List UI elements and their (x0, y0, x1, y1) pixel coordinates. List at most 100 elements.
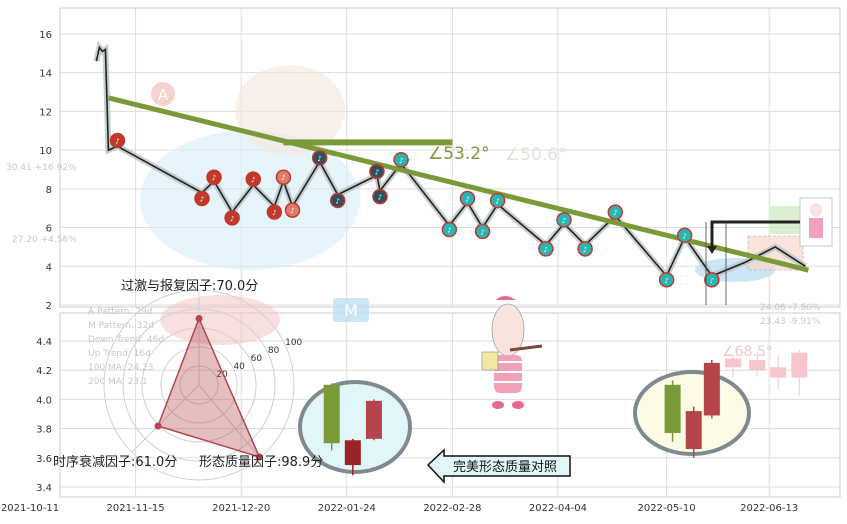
pivot-marker-note-icon: ♪ (200, 196, 204, 204)
pivot-marker-note-icon: ♪ (480, 228, 484, 236)
pivot-marker (311, 150, 328, 166)
radar-vertex (154, 422, 162, 430)
faded-legend-item: Up Trend: 16d (88, 349, 151, 359)
pivot-marker (393, 152, 409, 168)
radar-ring-label: 40 (233, 362, 245, 372)
pivot-marker (245, 171, 262, 187)
pivot-marker (676, 227, 693, 244)
price-line (95, 45, 806, 278)
pivot-marker-note-icon: ♪ (447, 226, 451, 234)
letter-m-watermark: M (344, 301, 358, 320)
x-tick-label: 2022-04-04 (529, 503, 587, 514)
x-tick-label: 2021-10-11 (1, 503, 59, 514)
faded-price-label: 23.43 -9.91% (760, 317, 821, 327)
price-y-tick-label: 8 (46, 185, 52, 196)
axis-layer: 2021-10-11 2021-11-15 2021-12-20 2022-01-24… (1, 30, 798, 514)
letter-m-badge (333, 298, 369, 322)
pivot-marker-note-icon: ♪ (272, 209, 276, 217)
pivot-marker-note-icon: ♪ (495, 197, 499, 205)
pivot-marker-note-icon: ♪ (251, 176, 255, 184)
price-panel-frame (59, 7, 841, 308)
faded-legend-item: Down Trend: 46d (88, 335, 164, 345)
faded-candle-body (770, 367, 787, 378)
pivot-marker-note-icon: ♪ (230, 215, 234, 223)
radar-vertex (195, 315, 203, 322)
faded-candle-body (724, 358, 741, 368)
candle-body (365, 400, 382, 439)
faded-legend-item: A Pattern: 29d (88, 307, 152, 317)
radar-ring-label: 100 (285, 338, 302, 348)
mascot-watermark-head (235, 65, 345, 155)
radar-ring-label: 80 (268, 346, 280, 356)
pivot-marker (109, 132, 126, 149)
candle-body (664, 384, 681, 433)
price-y-tick-label: 6 (46, 224, 52, 235)
highlight-green-box (770, 206, 802, 234)
price-y-tick-label: 10 (39, 146, 52, 157)
radar-ring-label: 20 (216, 370, 228, 380)
candle-body (703, 362, 720, 416)
pivot-marker-note-icon: ♪ (465, 196, 469, 204)
pivot-marker (459, 190, 476, 207)
letter-a-badge (151, 82, 175, 106)
comparison-y-tick-label: 3.4 (36, 483, 52, 494)
pivot-marker-note-icon: ♪ (613, 209, 617, 217)
pivot-marker (474, 223, 491, 240)
pivot-marker (266, 204, 283, 220)
pivot-marker-note-icon: ♪ (682, 232, 686, 240)
price-y-tick-label: 12 (39, 107, 52, 118)
pivot-marker (538, 241, 554, 257)
watermark-layer: A M (140, 65, 804, 345)
x-tick-label: 2022-01-24 (318, 503, 376, 514)
pivot-marker-note-icon: ♪ (583, 246, 587, 254)
x-tick-label: 2022-06-13 (740, 503, 798, 514)
letter-a-watermark: A (158, 86, 169, 104)
pivot-marker-note-icon: ♪ (212, 174, 216, 182)
comparison-arrow: 完美形态质量对照 (426, 448, 571, 484)
pivot-marker (329, 192, 346, 209)
pivot-marker (372, 188, 388, 205)
pivot-marker (224, 210, 240, 226)
pivot-marker (607, 204, 624, 220)
pointer-bracket (705, 220, 800, 305)
faded-legend-item: 200 MA: 23.1 (88, 377, 148, 387)
pivot-marker (704, 272, 720, 288)
price-y-tick-label: 4 (46, 262, 52, 273)
pivot-marker (577, 241, 593, 257)
pivot-marker-note-icon: ♪ (378, 194, 382, 202)
pivot-marker-note-icon: ♪ (544, 246, 548, 254)
faded-candle-body (749, 359, 766, 371)
price-y-tick-label: 16 (39, 30, 52, 41)
radar-ring-label: 60 (251, 354, 263, 364)
radar-factor-label-pattern-quality: 形态质量因子:98.9分 (199, 455, 323, 470)
comparison-panel-frame (59, 312, 841, 498)
pivot-marker (369, 163, 385, 180)
candle-body (685, 411, 702, 450)
pivot-marker-note-icon: ♪ (375, 168, 379, 176)
comparison-y-tick-label: 3.6 (36, 454, 52, 465)
pivot-marker (441, 221, 458, 238)
pivot-marker-note-icon: ♪ (562, 217, 566, 225)
radar-factor-label-time-decay: 时序衰减因子:61.0分 (53, 454, 177, 470)
pivot-marker (556, 212, 572, 228)
x-tick-label: 2021-11-15 (107, 503, 165, 514)
radar-polygon (157, 316, 261, 459)
comparison-arrow-label: 完美形态质量对照 (453, 460, 557, 475)
pivot-marker (194, 190, 210, 207)
candle-body (323, 384, 340, 444)
pivot-marker-note-icon: ♪ (281, 174, 285, 182)
radar-axis (131, 384, 200, 453)
comparison-y-tick-label: 4.2 (36, 366, 52, 377)
faded-candle-body (791, 352, 808, 378)
mascot-illustration (481, 197, 833, 409)
radar-vertex (255, 453, 263, 461)
pivot-marker (489, 192, 506, 209)
faded-angle-label: ∠68.5° (722, 344, 773, 360)
angle-label: ∠53.2° (428, 144, 490, 164)
pivot-marker-note-icon: ♪ (399, 157, 403, 165)
radar-factor-label-aggression: 过激与报复因子:70.0分 (121, 279, 258, 294)
pivot-marker-note-icon: ♪ (710, 277, 714, 285)
pivot-marker-note-icon: ♪ (335, 197, 339, 205)
price-y-tick-label: 14 (39, 69, 52, 80)
